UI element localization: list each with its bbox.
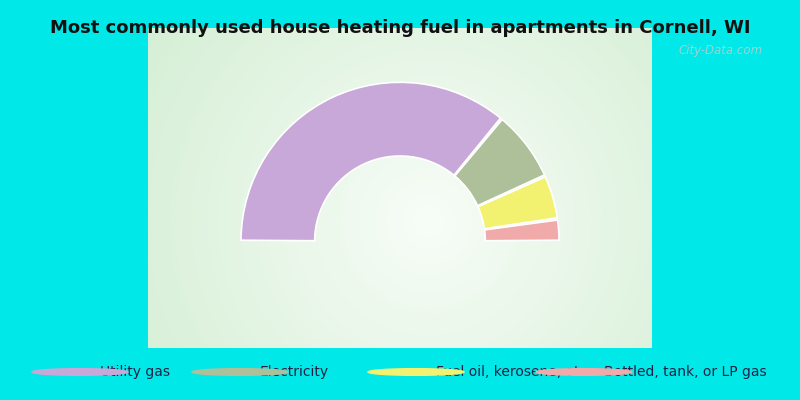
Circle shape [381,173,478,270]
Circle shape [294,87,564,357]
Circle shape [143,0,715,400]
Circle shape [391,184,467,260]
Circle shape [192,369,288,375]
Circle shape [202,0,656,400]
Circle shape [364,157,494,287]
Circle shape [57,0,800,400]
Circle shape [354,146,505,298]
Circle shape [30,0,800,400]
Circle shape [132,0,726,400]
Circle shape [230,22,629,400]
Circle shape [46,0,800,400]
Circle shape [299,92,558,352]
Circle shape [83,0,774,400]
Circle shape [397,190,462,254]
Circle shape [218,11,640,400]
Circle shape [165,0,694,400]
Text: Electricity: Electricity [260,365,329,379]
Circle shape [208,0,650,400]
Circle shape [310,103,548,341]
Circle shape [40,0,800,400]
Circle shape [289,82,570,362]
Circle shape [342,136,515,308]
Circle shape [122,0,737,400]
Circle shape [305,98,554,346]
Circle shape [224,17,634,400]
Circle shape [234,28,623,400]
Circle shape [536,369,632,375]
Circle shape [213,6,645,400]
Circle shape [100,0,758,400]
Circle shape [251,44,607,400]
Wedge shape [455,120,545,206]
Circle shape [267,60,591,384]
Text: Utility gas: Utility gas [100,365,170,379]
Circle shape [14,0,800,400]
Wedge shape [485,220,559,241]
Circle shape [240,33,618,400]
Circle shape [402,195,456,249]
Circle shape [51,0,800,400]
Circle shape [181,0,678,400]
Circle shape [73,0,786,400]
Circle shape [262,54,597,389]
Circle shape [116,0,742,400]
Text: City-Data.com: City-Data.com [679,44,763,57]
Wedge shape [241,82,501,241]
Circle shape [154,0,705,400]
Circle shape [256,49,602,395]
Circle shape [186,0,672,400]
Circle shape [35,0,800,400]
Text: Fuel oil, kerosene, etc.: Fuel oil, kerosene, etc. [436,365,591,379]
Circle shape [375,168,483,276]
Circle shape [89,0,770,400]
Circle shape [386,179,472,265]
Circle shape [359,152,499,292]
Circle shape [332,125,526,319]
Circle shape [197,0,662,400]
Circle shape [18,0,800,400]
Circle shape [78,0,780,400]
Circle shape [273,65,586,378]
Circle shape [424,216,434,227]
Circle shape [368,369,464,375]
Circle shape [246,38,613,400]
Circle shape [407,200,450,244]
Text: Bottled, tank, or LP gas: Bottled, tank, or LP gas [604,365,766,379]
Text: Most commonly used house heating fuel in apartments in Cornell, WI: Most commonly used house heating fuel in… [50,19,750,37]
Circle shape [191,0,666,400]
Circle shape [370,162,489,281]
Circle shape [283,76,575,368]
Circle shape [24,0,800,400]
Circle shape [94,0,764,400]
Circle shape [418,211,440,233]
Circle shape [8,0,800,400]
Circle shape [138,0,721,400]
Circle shape [413,206,446,238]
Circle shape [348,141,510,303]
Circle shape [105,0,753,400]
Circle shape [62,0,796,400]
Circle shape [110,0,748,400]
Circle shape [148,0,710,400]
Circle shape [126,0,731,400]
Wedge shape [478,177,558,229]
Circle shape [278,71,580,373]
Circle shape [338,130,521,314]
Circle shape [170,0,688,400]
Circle shape [159,0,699,400]
Circle shape [316,108,542,335]
Circle shape [321,114,537,330]
Circle shape [32,369,128,375]
Circle shape [326,119,532,324]
Circle shape [67,0,791,400]
Circle shape [175,0,683,400]
